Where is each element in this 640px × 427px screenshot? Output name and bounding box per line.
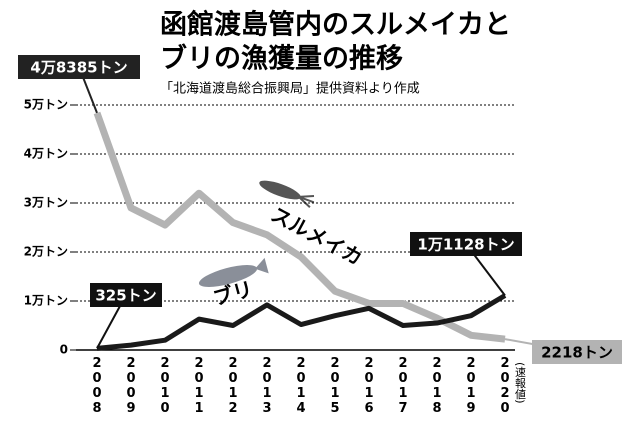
chart-title: ブリの漁獲量の推移 [160,43,403,75]
x-tick-label: 2009 [124,356,139,416]
x-tick-note: (速報値) [514,362,527,404]
x-tick-label: 2013 [260,356,275,416]
y-tick-label: 0 [60,343,68,357]
x-tick-label: 2017 [396,356,411,416]
fish-illustration [198,257,269,287]
value-label: 4万8385トン [30,59,127,77]
chart-title: 函館渡島管内のスルメイカと [160,9,511,41]
squid-illustration [259,180,315,208]
x-tick-label: 2015 [328,356,343,416]
y-tick-label: 2万トン [24,245,68,259]
x-tick-label: 2020 [498,356,513,416]
value-label: 1万1128トン [417,236,514,254]
series-line [93,111,506,343]
x-tick-label: 2014 [294,356,309,416]
x-tick-label: 2012 [226,356,241,416]
value-label: 325トン [95,287,156,305]
value-label: 2218トン [541,344,613,362]
value-label-box [18,55,140,79]
value-label-box [90,283,162,307]
x-tick-label: 2019 [464,356,479,416]
value-label-box [532,340,622,364]
series-label: スルメイカ [267,202,367,270]
x-tick-label: 2010 [158,356,173,416]
x-tick-label: 2018 [430,356,445,416]
x-tick-label: 2016 [362,356,377,416]
x-tick-label: 2008 [90,356,105,416]
y-tick-label: 1万トン [24,294,68,308]
value-label-box [410,232,522,256]
chart-subtitle: 「北海道渡島総合振興局」提供資料より作成 [160,81,420,97]
y-tick-label: 3万トン [24,196,68,210]
y-tick-label: 4万トン [24,147,68,161]
y-tick-label: 5万トン [24,98,68,112]
series-line [96,293,507,351]
x-tick-label: 2011 [192,356,207,416]
